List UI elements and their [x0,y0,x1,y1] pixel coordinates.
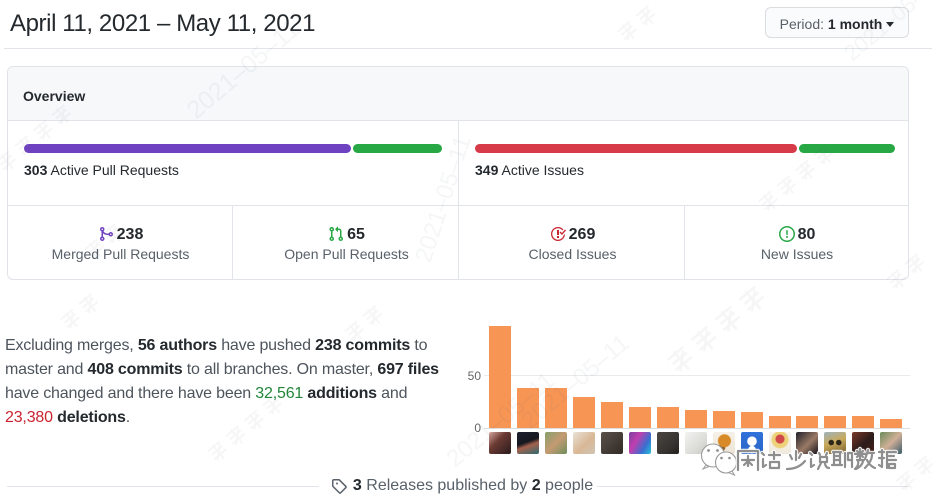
svg-text:2021–05–11: 2021–05–11 [410,132,476,266]
svg-text:2021–05–11: 2021–05–11 [839,0,935,66]
svg-text:2021–05–11: 2021–05–11 [182,15,305,125]
